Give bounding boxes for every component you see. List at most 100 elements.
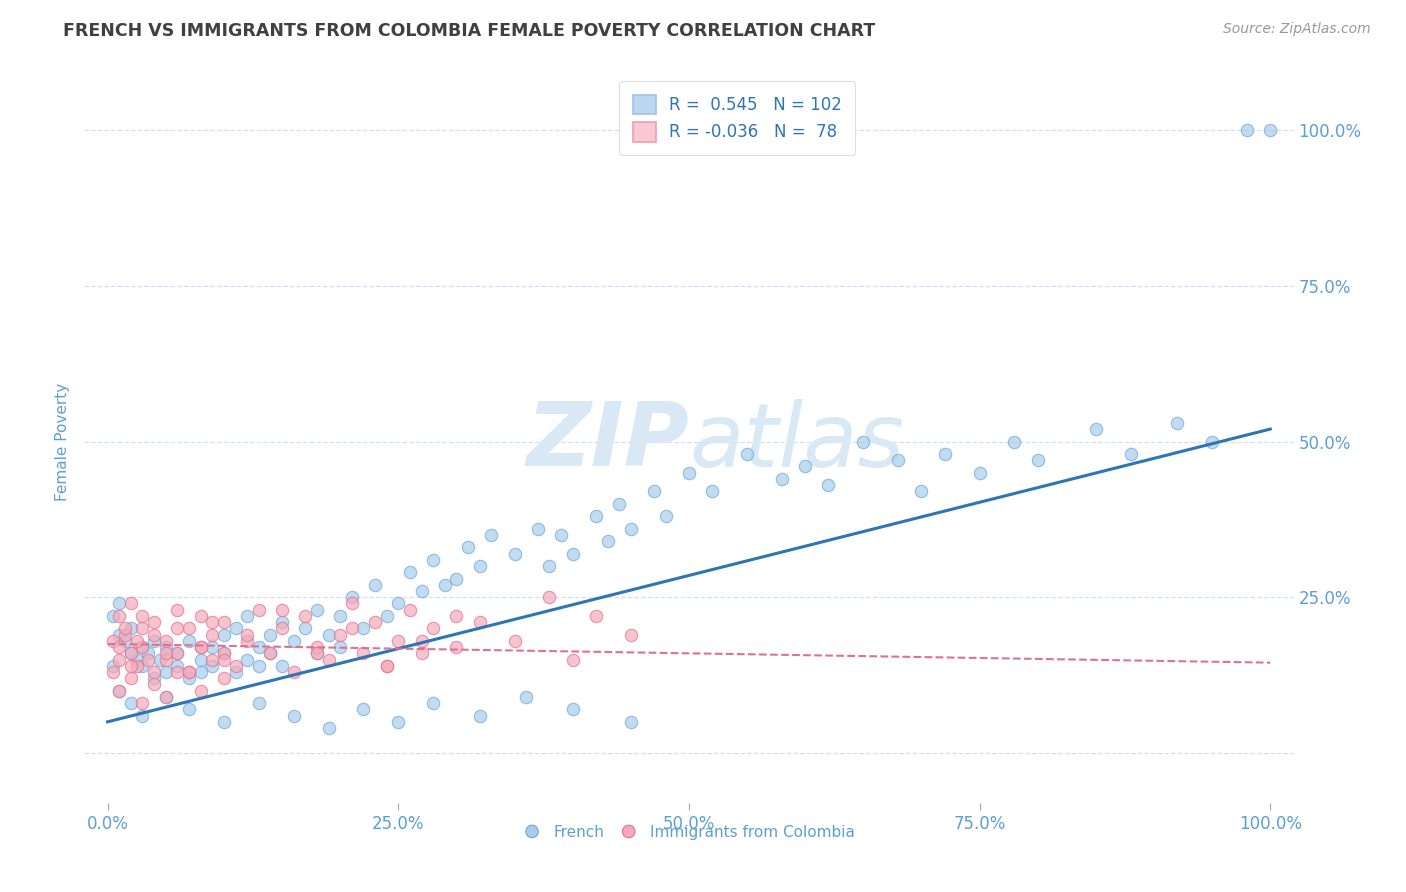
Point (177, 671, 200, 685)
Point (305, 646, 328, 660)
Point (643, 484, 665, 499)
Point (1004, 434, 1026, 449)
Point (305, 640, 328, 654)
Point (538, 591, 561, 605)
Point (446, 640, 468, 654)
Point (155, 665, 177, 679)
Point (114, 621, 136, 635)
Point (1258, 123, 1281, 137)
Point (283, 665, 305, 679)
Point (561, 652, 583, 666)
Point (352, 621, 374, 635)
Point (131, 609, 153, 624)
Point (247, 658, 270, 673)
Point (103, 665, 125, 679)
Point (120, 696, 142, 710)
Point (375, 658, 398, 673)
Point (794, 459, 817, 474)
Point (561, 547, 583, 561)
Point (236, 609, 259, 624)
Point (318, 627, 340, 641)
Point (271, 615, 294, 630)
Y-axis label: Female Poverty: Female Poverty (55, 383, 70, 500)
Point (479, 528, 502, 542)
Point (468, 559, 491, 574)
Point (433, 578, 456, 592)
Point (125, 652, 148, 666)
Point (155, 690, 177, 704)
Point (143, 665, 166, 679)
Point (399, 566, 422, 580)
Point (375, 609, 398, 624)
Point (468, 615, 491, 630)
Point (247, 603, 270, 617)
Point (190, 665, 212, 679)
Point (143, 633, 166, 648)
Point (247, 640, 270, 654)
Point (259, 646, 281, 660)
Point (503, 547, 526, 561)
Point (212, 714, 235, 729)
Point (201, 627, 224, 641)
Point (236, 627, 259, 641)
Point (108, 652, 131, 666)
Text: Source: ZipAtlas.com: Source: ZipAtlas.com (1223, 22, 1371, 37)
Point (259, 646, 281, 660)
Point (177, 665, 200, 679)
Point (108, 627, 131, 641)
Point (201, 640, 224, 654)
Point (305, 646, 328, 660)
Point (596, 534, 619, 549)
Point (1236, 123, 1258, 137)
Point (149, 652, 172, 666)
Point (561, 702, 583, 716)
Point (1166, 416, 1188, 430)
Point (352, 646, 374, 660)
Point (446, 609, 468, 624)
Point (166, 658, 188, 673)
Point (120, 671, 142, 685)
Point (190, 640, 212, 654)
Point (114, 633, 136, 648)
Point (103, 609, 125, 624)
Point (1084, 422, 1107, 436)
Point (620, 522, 643, 536)
Point (125, 633, 148, 648)
Point (620, 714, 643, 729)
Point (212, 646, 235, 660)
Point (155, 646, 177, 660)
Point (225, 658, 247, 673)
Point (225, 621, 247, 635)
Point (387, 597, 409, 611)
Point (131, 640, 153, 654)
Point (305, 603, 328, 617)
Point (770, 472, 793, 486)
Point (131, 621, 153, 635)
Point (550, 528, 572, 542)
Point (155, 633, 177, 648)
Point (120, 646, 142, 660)
Point (108, 683, 131, 698)
Point (678, 466, 700, 480)
Point (177, 633, 200, 648)
Point (446, 572, 468, 586)
Point (201, 615, 224, 630)
Point (103, 658, 125, 673)
Point (399, 603, 422, 617)
Point (294, 621, 316, 635)
Legend: French, Immigrants from Colombia: French, Immigrants from Colombia (517, 818, 860, 846)
Point (136, 646, 159, 660)
Point (329, 609, 352, 624)
Point (934, 447, 956, 461)
Point (177, 621, 200, 635)
Point (340, 621, 363, 635)
Point (294, 609, 316, 624)
Point (654, 509, 676, 524)
Point (103, 633, 125, 648)
Point (120, 646, 142, 660)
Point (364, 615, 387, 630)
Point (120, 597, 142, 611)
Point (340, 597, 363, 611)
Point (166, 665, 188, 679)
Point (190, 640, 212, 654)
